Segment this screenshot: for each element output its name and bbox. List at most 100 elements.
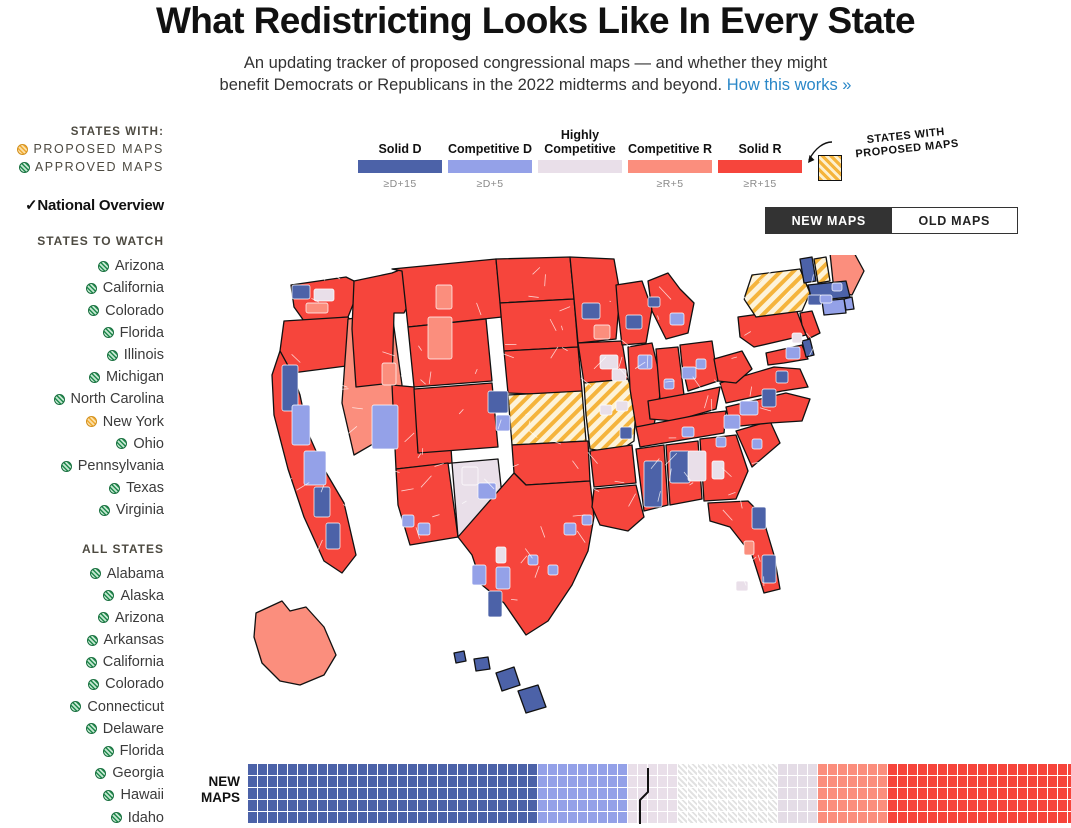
map-district[interactable] bbox=[696, 359, 706, 369]
waffle-cell[interactable] bbox=[848, 764, 857, 775]
waffle-cell[interactable] bbox=[818, 812, 827, 823]
waffle-cell[interactable] bbox=[438, 800, 447, 811]
waffle-cell[interactable] bbox=[348, 776, 357, 787]
waffle-cell[interactable] bbox=[458, 788, 467, 799]
waffle-cell[interactable] bbox=[268, 764, 277, 775]
map-state-south-dakota[interactable] bbox=[500, 299, 578, 351]
map-district[interactable] bbox=[472, 565, 486, 585]
waffle-cell[interactable] bbox=[528, 812, 537, 823]
waffle-cell[interactable] bbox=[808, 800, 817, 811]
waffle-cell[interactable] bbox=[998, 788, 1007, 799]
waffle-cell[interactable] bbox=[448, 800, 457, 811]
waffle-cell[interactable] bbox=[498, 788, 507, 799]
sidebar-item-alabama[interactable]: Alabama bbox=[0, 563, 164, 585]
waffle-cell[interactable] bbox=[398, 800, 407, 811]
waffle-cell[interactable] bbox=[398, 788, 407, 799]
waffle-cell[interactable] bbox=[908, 776, 917, 787]
waffle-cell[interactable] bbox=[558, 812, 567, 823]
waffle-cell[interactable] bbox=[938, 812, 947, 823]
waffle-cell[interactable] bbox=[728, 812, 737, 823]
waffle-cell[interactable] bbox=[388, 776, 397, 787]
waffle-cell[interactable] bbox=[288, 764, 297, 775]
waffle-cell[interactable] bbox=[548, 800, 557, 811]
waffle-cell[interactable] bbox=[408, 764, 417, 775]
waffle-cell[interactable] bbox=[958, 764, 967, 775]
map-district[interactable] bbox=[314, 289, 334, 301]
waffle-cell[interactable] bbox=[668, 812, 677, 823]
waffle-cell[interactable] bbox=[938, 788, 947, 799]
map-state-hawaii[interactable] bbox=[454, 651, 466, 663]
waffle-cell[interactable] bbox=[328, 812, 337, 823]
waffle-cell[interactable] bbox=[918, 788, 927, 799]
waffle-cell[interactable] bbox=[968, 764, 977, 775]
waffle-cell[interactable] bbox=[998, 764, 1007, 775]
waffle-cell[interactable] bbox=[338, 800, 347, 811]
waffle-cell[interactable] bbox=[988, 776, 997, 787]
waffle-cell[interactable] bbox=[258, 788, 267, 799]
waffle-cell[interactable] bbox=[568, 788, 577, 799]
map-district[interactable] bbox=[752, 507, 766, 529]
waffle-cell[interactable] bbox=[1058, 776, 1067, 787]
map-district[interactable] bbox=[326, 523, 340, 549]
waffle-cell[interactable] bbox=[728, 776, 737, 787]
waffle-cell[interactable] bbox=[858, 812, 867, 823]
waffle-cell[interactable] bbox=[568, 776, 577, 787]
waffle-cell[interactable] bbox=[638, 788, 647, 799]
sidebar-item-idaho[interactable]: Idaho bbox=[0, 807, 164, 828]
map-district[interactable] bbox=[832, 283, 842, 291]
waffle-cell[interactable] bbox=[988, 788, 997, 799]
waffle-cell[interactable] bbox=[318, 788, 327, 799]
map-district[interactable] bbox=[740, 401, 758, 415]
waffle-cell[interactable] bbox=[448, 764, 457, 775]
waffle-cell[interactable] bbox=[958, 812, 967, 823]
waffle-cell[interactable] bbox=[998, 776, 1007, 787]
waffle-cell[interactable] bbox=[1018, 776, 1027, 787]
waffle-cell[interactable] bbox=[268, 776, 277, 787]
waffle-cell[interactable] bbox=[358, 776, 367, 787]
waffle-cell[interactable] bbox=[608, 800, 617, 811]
waffle-cell[interactable] bbox=[418, 764, 427, 775]
waffle-cell[interactable] bbox=[288, 788, 297, 799]
waffle-cell[interactable] bbox=[598, 764, 607, 775]
waffle-cell[interactable] bbox=[928, 812, 937, 823]
waffle-cell[interactable] bbox=[538, 812, 547, 823]
waffle-grid[interactable] bbox=[248, 764, 1071, 823]
waffle-cell[interactable] bbox=[1038, 812, 1047, 823]
waffle-cell[interactable] bbox=[1018, 800, 1027, 811]
waffle-cell[interactable] bbox=[748, 776, 757, 787]
waffle-cell[interactable] bbox=[698, 800, 707, 811]
waffle-cell[interactable] bbox=[338, 776, 347, 787]
waffle-cell[interactable] bbox=[368, 788, 377, 799]
waffle-cell[interactable] bbox=[898, 776, 907, 787]
waffle-cell[interactable] bbox=[698, 764, 707, 775]
sidebar-item-arizona[interactable]: Arizona bbox=[0, 255, 164, 277]
waffle-cell[interactable] bbox=[1048, 812, 1057, 823]
waffle-cell[interactable] bbox=[558, 764, 567, 775]
waffle-cell[interactable] bbox=[518, 812, 527, 823]
waffle-cell[interactable] bbox=[578, 764, 587, 775]
waffle-cell[interactable] bbox=[558, 788, 567, 799]
waffle-cell[interactable] bbox=[678, 800, 687, 811]
sidebar-item-arkansas[interactable]: Arkansas bbox=[0, 629, 164, 651]
sidebar-item-texas[interactable]: Texas bbox=[0, 477, 164, 499]
waffle-cell[interactable] bbox=[548, 764, 557, 775]
waffle-cell[interactable] bbox=[508, 812, 517, 823]
waffle-cell[interactable] bbox=[288, 776, 297, 787]
waffle-cell[interactable] bbox=[978, 776, 987, 787]
map-state-indiana[interactable] bbox=[656, 347, 684, 399]
waffle-cell[interactable] bbox=[848, 788, 857, 799]
map-state-north-dakota[interactable] bbox=[496, 257, 574, 303]
sidebar-item-california[interactable]: California bbox=[0, 277, 164, 299]
waffle-cell[interactable] bbox=[498, 800, 507, 811]
waffle-cell[interactable] bbox=[438, 788, 447, 799]
waffle-cell[interactable] bbox=[588, 788, 597, 799]
waffle-cell[interactable] bbox=[678, 812, 687, 823]
waffle-cell[interactable] bbox=[478, 788, 487, 799]
waffle-cell[interactable] bbox=[658, 776, 667, 787]
map-district[interactable] bbox=[670, 313, 684, 325]
waffle-cell[interactable] bbox=[768, 812, 777, 823]
map-state-colorado[interactable] bbox=[414, 383, 498, 453]
map-district[interactable] bbox=[292, 285, 310, 299]
waffle-cell[interactable] bbox=[858, 764, 867, 775]
waffle-cell[interactable] bbox=[628, 800, 637, 811]
